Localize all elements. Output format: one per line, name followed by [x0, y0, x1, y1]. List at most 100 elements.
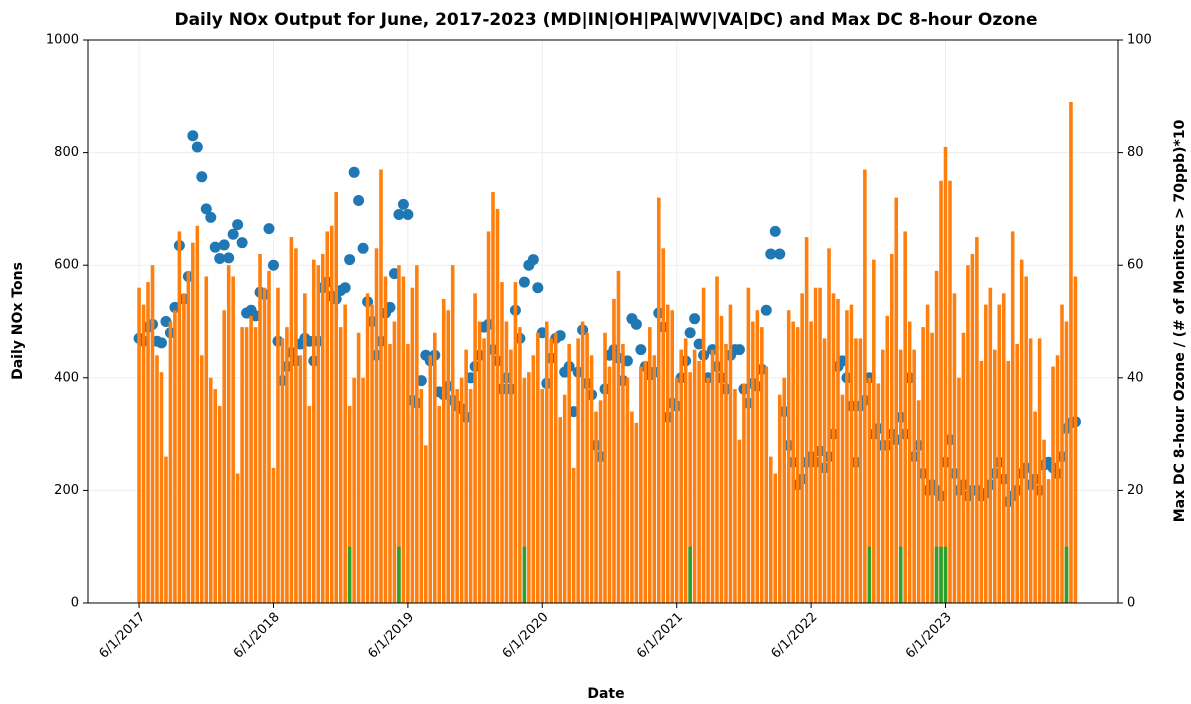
bar [603, 332, 607, 603]
scatter-point [200, 203, 212, 215]
bar [468, 389, 473, 603]
bar [155, 355, 159, 603]
y-tick-label: 0 [71, 596, 79, 611]
bar [495, 208, 500, 603]
bar [267, 270, 271, 603]
scatter-point [339, 282, 351, 294]
bar [303, 293, 307, 603]
bar [347, 546, 352, 603]
x-tick-label: 6/1/2023 [903, 610, 955, 662]
plot-area [88, 39, 1118, 604]
bar [208, 377, 213, 603]
bar [921, 327, 925, 603]
bar [688, 372, 692, 603]
bar [258, 253, 262, 603]
bar [867, 546, 872, 603]
scatter-point [353, 194, 365, 206]
bar [298, 355, 303, 603]
bar [679, 349, 683, 603]
bar [715, 276, 719, 603]
bar [764, 366, 769, 603]
x-tick-label: 6/1/2019 [365, 610, 417, 662]
bar [388, 344, 392, 603]
bar [571, 467, 576, 603]
bar [594, 411, 598, 603]
bar [294, 248, 298, 603]
bar [486, 231, 491, 604]
scatter-point [227, 228, 239, 240]
x-tick-label: 6/1/2017 [96, 610, 148, 662]
bar [889, 253, 894, 603]
scatter-point [518, 276, 530, 288]
bar [1055, 355, 1060, 603]
bar [509, 349, 513, 603]
bar [1064, 321, 1069, 603]
x-axis-label: Date [587, 686, 624, 702]
y2-axis-label: Max DC 8-hour Ozone / (# of Monitors > 7… [1172, 119, 1188, 522]
bar [374, 248, 379, 603]
bar [334, 192, 338, 603]
axes-frame [87, 39, 1119, 604]
bar [141, 304, 146, 603]
y-tick-label: 600 [54, 258, 79, 273]
bar [1006, 360, 1011, 603]
bar [491, 192, 495, 603]
bar [692, 349, 697, 603]
bar [195, 225, 200, 604]
bar [307, 405, 312, 603]
bar [280, 338, 285, 603]
bar [907, 321, 912, 603]
bar [975, 237, 979, 604]
bar [392, 321, 397, 603]
x-tick-label: 6/1/2020 [500, 610, 552, 662]
bar [276, 287, 280, 603]
bar [191, 242, 195, 603]
bar [397, 546, 401, 603]
bar [961, 332, 966, 603]
bar [271, 467, 276, 603]
y2-tick-label: 40 [1127, 370, 1144, 385]
bar [222, 310, 226, 603]
scatter-point [223, 252, 235, 264]
bar [760, 327, 764, 603]
bar [1042, 439, 1046, 603]
bar [137, 287, 141, 603]
scatter-point [263, 223, 275, 235]
bar [500, 282, 504, 603]
bar [697, 360, 701, 603]
scatter-point [532, 282, 544, 294]
scatter-point [155, 337, 167, 349]
bar [580, 321, 585, 603]
bar [639, 366, 643, 603]
bar [553, 332, 558, 603]
bar [746, 287, 751, 603]
bar [719, 315, 724, 603]
bar [1024, 276, 1028, 603]
bar [854, 338, 858, 603]
bar [589, 355, 594, 603]
x-tick-label: 6/1/2021 [634, 610, 686, 662]
bar [616, 270, 621, 603]
bar [665, 304, 670, 603]
bar [1028, 338, 1033, 603]
y2-tick-label: 0 [1127, 596, 1135, 611]
bar [226, 265, 231, 603]
bar [598, 400, 603, 603]
bar [356, 332, 361, 603]
bar [706, 377, 710, 603]
bar [997, 304, 1002, 603]
y2-tick-label: 20 [1127, 483, 1144, 498]
bar [791, 321, 795, 603]
scatter-point [769, 225, 781, 237]
bar [710, 349, 715, 603]
bar [1051, 366, 1055, 603]
bar [1019, 259, 1024, 603]
scatter-point [397, 198, 409, 210]
bar [652, 355, 657, 603]
y-tick-label: 400 [54, 370, 79, 385]
bar [1010, 231, 1015, 604]
bar [159, 372, 164, 603]
bar [343, 304, 347, 603]
bar [1033, 411, 1037, 603]
bar [1037, 338, 1042, 603]
